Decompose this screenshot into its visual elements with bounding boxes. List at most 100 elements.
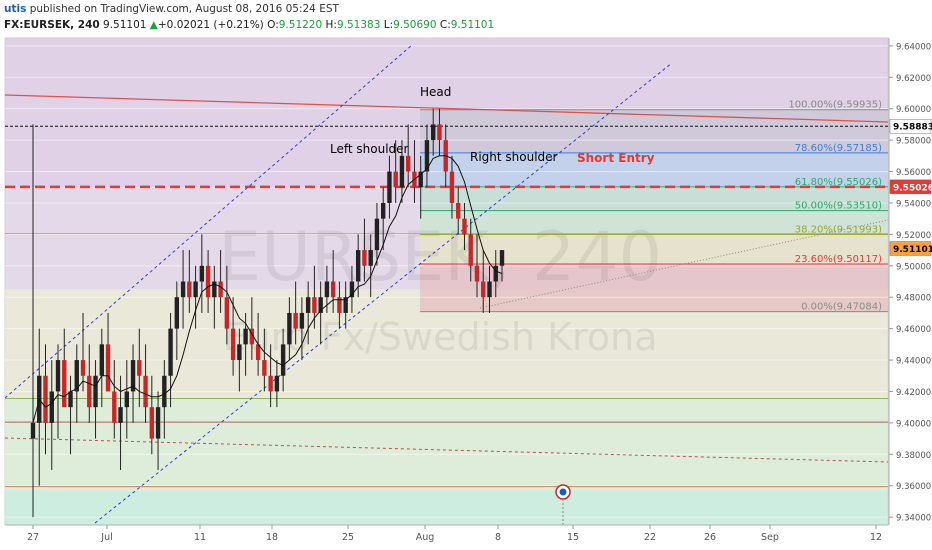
candle-body <box>180 281 186 298</box>
fib-label: 0.00%(9.47084) <box>801 302 882 313</box>
price-tag-label: 9.58883 <box>893 123 932 133</box>
candle-body <box>424 140 430 172</box>
moving-average-line <box>32 155 503 424</box>
candle-body <box>118 407 123 423</box>
publish-text: published on TradingView.com, August 08,… <box>29 3 339 15</box>
x-tick-label: 22 <box>644 532 656 543</box>
price-tag-label: 9.55026 <box>893 183 932 193</box>
symbol-name[interactable]: FX:EURSEK, 240 <box>4 19 100 31</box>
x-tick-label: Aug <box>416 532 435 543</box>
close-value: 9.51101 <box>450 19 495 31</box>
price-tag <box>889 179 932 195</box>
watermark-symbol: EURSEK, 240 <box>218 218 662 297</box>
candle-body <box>406 155 411 172</box>
price-tag <box>889 241 932 256</box>
candle-body <box>105 344 111 392</box>
y-tick-label: 9.44000 <box>896 357 931 367</box>
candle-body <box>355 250 361 282</box>
fib-label: 50.00%(9.53510) <box>795 201 882 212</box>
candle-body <box>93 375 98 408</box>
y-tick-label: 9.46000 <box>896 325 931 335</box>
x-tick-label: 11 <box>194 532 206 543</box>
y-tick-label: 9.56000 <box>896 168 931 178</box>
candle-body <box>30 422 36 439</box>
y-tick-label: 9.34000 <box>896 514 931 524</box>
event-marker-dot <box>559 488 567 496</box>
candle-body <box>43 375 48 423</box>
y-tick-label: 9.64000 <box>896 42 931 52</box>
candle-body <box>293 312 298 329</box>
publish-info: utis published on TradingView.com, Augus… <box>4 3 339 15</box>
last-price: 9.51101 <box>103 19 147 31</box>
fib-label: 61.80%(9.55026) <box>795 177 882 188</box>
candle-body <box>124 391 129 408</box>
candle-body <box>112 391 117 423</box>
candle-body <box>287 312 292 345</box>
candle-body <box>312 297 317 313</box>
candle-body <box>387 171 392 203</box>
candle-body <box>393 171 398 188</box>
x-tick-label: Jul <box>100 532 112 543</box>
candle-body <box>431 124 436 141</box>
candle-body <box>262 360 267 376</box>
background-zone-4 <box>5 490 888 525</box>
candle-body <box>62 360 67 408</box>
candle-body <box>481 281 486 298</box>
y-tick-label: 9.54000 <box>896 199 931 209</box>
fib-label: 38.20%(9.51993) <box>795 224 882 235</box>
candle-body <box>155 407 161 439</box>
candle-body <box>143 375 148 408</box>
candle-body <box>130 360 136 392</box>
candle-body <box>168 328 173 376</box>
candle-body <box>74 360 79 392</box>
background-zone-3 <box>5 399 888 491</box>
close-label: C: <box>439 19 451 31</box>
candle-body <box>299 312 305 329</box>
y-tick-label: 9.38000 <box>896 451 931 461</box>
y-tick-label: 9.58000 <box>896 137 931 147</box>
candle-body <box>237 344 242 361</box>
low-value: 9.50690 <box>393 19 437 31</box>
candle-body <box>449 171 455 203</box>
y-tick-label: 9.62000 <box>896 74 931 84</box>
high-label: H: <box>325 19 337 31</box>
candle-body <box>474 265 480 282</box>
candle-body <box>137 360 142 376</box>
candle-body <box>368 250 373 266</box>
candle-body <box>343 297 348 313</box>
candle-body <box>193 281 198 298</box>
symbol-legend: FX:EURSEK, 240 9.51101 ▲+0.02021 (+0.21%… <box>4 19 494 31</box>
candle-body <box>174 297 180 329</box>
candle-body <box>55 360 61 392</box>
x-tick-label: 18 <box>266 532 278 543</box>
candle-body <box>337 297 342 313</box>
candle-body <box>380 202 386 219</box>
author-link[interactable]: utis <box>4 3 27 15</box>
high-value: 9.51383 <box>336 19 381 31</box>
candle-body <box>68 391 73 408</box>
candle-body <box>218 281 223 298</box>
candle-body <box>280 344 286 376</box>
x-tick-label: Sep <box>761 532 779 543</box>
candle-body <box>456 202 461 219</box>
y-tick-label: 9.60000 <box>896 105 931 115</box>
candle-body <box>418 171 423 188</box>
candle-body <box>243 328 248 345</box>
candle-body <box>493 265 498 282</box>
fib-band-0 <box>420 109 888 153</box>
trend-dotted <box>479 219 889 309</box>
candle-body <box>274 375 280 392</box>
candle-body <box>224 297 230 329</box>
candle-body <box>99 344 104 376</box>
candle-body <box>462 218 467 235</box>
y-tick-label: 9.48000 <box>896 294 931 304</box>
y-tick-label: 9.50000 <box>896 262 931 272</box>
candle-body <box>487 281 492 298</box>
candle-body <box>162 375 167 408</box>
x-tick-label: 15 <box>567 532 579 543</box>
y-tick-label: 9.52000 <box>896 231 931 241</box>
price-tag-label: 9.51101 <box>893 245 932 255</box>
annotation-right-shoulder: Right shoulder <box>470 150 558 164</box>
candle-body <box>149 407 155 439</box>
